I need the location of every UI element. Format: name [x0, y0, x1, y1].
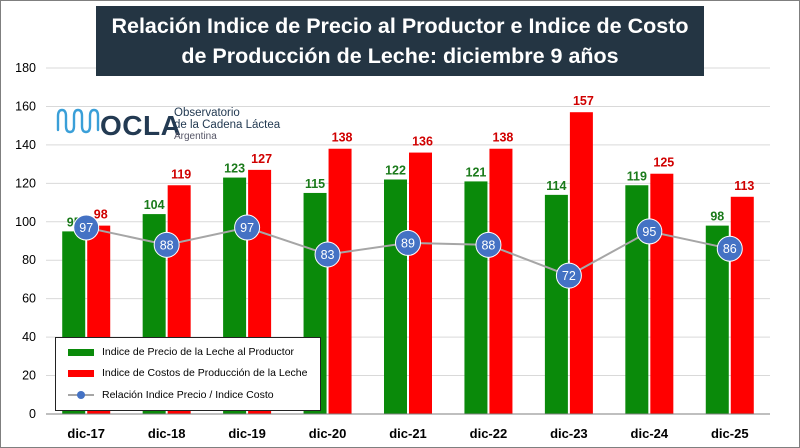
- cost-value-label: 119: [171, 167, 191, 181]
- price-bar: [464, 181, 488, 414]
- chart-title: Relación Indice de Precio al Productor e…: [96, 6, 704, 76]
- ratio-value-label: 95: [642, 225, 656, 239]
- y-tick-label: 80: [22, 253, 36, 267]
- price-value-label: 98: [710, 210, 724, 224]
- cost-value-label: 138: [332, 131, 353, 145]
- chart-title-line-1: Relación Indice de Precio al Productor e…: [111, 14, 689, 38]
- cost-value-label: 127: [251, 152, 272, 166]
- ratio-marker: [555, 262, 582, 289]
- legend-swatch-ratio: [68, 390, 94, 400]
- ocla-logo-subtitle: Observatorio de la Cadena Láctea Argenti…: [174, 107, 314, 143]
- ratio-marker: [314, 241, 341, 268]
- y-tick-label: 160: [15, 99, 36, 113]
- legend-item-price: Indice de Precio de la Leche al Producto…: [56, 344, 294, 360]
- cost-value-label: 157: [573, 94, 594, 108]
- y-tick-label: 140: [15, 138, 36, 152]
- cost-bar: [489, 148, 513, 414]
- y-tick-label: 60: [22, 292, 36, 306]
- ocla-logo: OCLA Observatorio de la Cadena Láctea Ar…: [56, 104, 280, 143]
- ratio-marker: [153, 231, 180, 258]
- cost-bar: [328, 148, 352, 414]
- cost-bar: [409, 152, 432, 415]
- cost-bar: [569, 112, 593, 414]
- ratio-value-label: 88: [481, 238, 495, 252]
- legend-swatch-cost: [68, 369, 94, 377]
- price-value-label: 119: [627, 169, 647, 183]
- ratio-marker: [636, 218, 663, 245]
- price-value-label: 114: [546, 179, 566, 193]
- y-tick-label: 0: [29, 407, 36, 421]
- x-tick-label: dic-23: [550, 426, 588, 441]
- logo-country: Argentina: [174, 131, 217, 142]
- x-axis-labels: dic-17 dic-18 dic-19 dic-20 dic-21 dic-22 dic-…: [67, 426, 748, 441]
- legend-label-price: Indice de Precio de la Leche al Producto…: [102, 346, 295, 358]
- y-axis-ticks: 0 20 40 60 80 100 120 140 160 180: [15, 61, 36, 421]
- x-tick-label: dic-20: [309, 426, 347, 441]
- ratio-value-label: 72: [562, 269, 576, 283]
- legend-swatch-price: [68, 348, 94, 356]
- price-bar: [384, 179, 407, 414]
- legend-item-ratio: Relación Indice Precio / Indice Costo: [56, 387, 274, 403]
- x-tick-label: dic-18: [148, 426, 186, 441]
- ratio-line: 97 88 97 83 89 88 72 95 86: [73, 214, 743, 289]
- ocla-logo-text: OCLA: [100, 110, 182, 141]
- ratio-value-label: 88: [160, 238, 174, 252]
- y-tick-label: 20: [22, 369, 36, 383]
- price-bar: [544, 194, 568, 414]
- legend-item-cost: Indice de Costos de Producción de la Lec…: [56, 365, 307, 381]
- legend-label-cost: Indice de Costos de Producción de la Lec…: [102, 367, 308, 379]
- price-value-label: 122: [385, 163, 406, 177]
- ratio-value-label: 89: [401, 236, 415, 250]
- x-tick-label: dic-25: [711, 426, 749, 441]
- logo-subtitle-line-1: Observatorio: [174, 107, 240, 119]
- ratio-marker: [475, 231, 502, 258]
- x-tick-label: dic-22: [470, 426, 508, 441]
- price-bar: [705, 225, 729, 414]
- cost-value-label: 125: [653, 156, 674, 170]
- ratio-value-label: 97: [79, 221, 93, 235]
- cost-bar: [650, 173, 674, 414]
- x-tick-label: dic-19: [228, 426, 266, 441]
- legend-label-ratio: Relación Indice Precio / Indice Costo: [102, 389, 274, 401]
- price-value-label: 121: [466, 165, 487, 179]
- chart-title-line-2: de Producción de Leche: diciembre 9 años: [181, 44, 619, 68]
- ratio-marker: [395, 229, 421, 256]
- cost-value-label: 136: [412, 135, 433, 149]
- ocla-wave-icon: [56, 108, 100, 134]
- logo-subtitle-line-2: de la Cadena Láctea: [174, 119, 281, 131]
- price-value-label: 123: [224, 162, 245, 176]
- price-value-label: 104: [144, 198, 165, 212]
- x-tick-label: dic-21: [389, 426, 427, 441]
- y-tick-label: 40: [22, 330, 36, 344]
- x-tick-label: dic-17: [67, 426, 105, 441]
- x-tick-label: dic-24: [631, 426, 669, 441]
- cost-value-label: 98: [94, 208, 108, 222]
- chart-legend: Indice de Precio de la Leche al Producto…: [55, 337, 321, 411]
- cost-value-label: 113: [734, 179, 754, 193]
- price-value-label: 115: [305, 177, 325, 191]
- ratio-marker: [716, 235, 743, 262]
- ratio-value-label: 97: [240, 221, 254, 235]
- ratio-marker: [73, 214, 100, 241]
- ratio-marker: [234, 214, 261, 241]
- cost-value-label: 138: [493, 131, 514, 145]
- y-tick-label: 120: [15, 176, 36, 190]
- y-tick-label: 180: [15, 61, 36, 75]
- ratio-value-label: 86: [723, 242, 737, 256]
- y-tick-label: 100: [15, 215, 36, 229]
- cost-bar: [730, 196, 754, 414]
- ratio-value-label: 83: [321, 248, 335, 262]
